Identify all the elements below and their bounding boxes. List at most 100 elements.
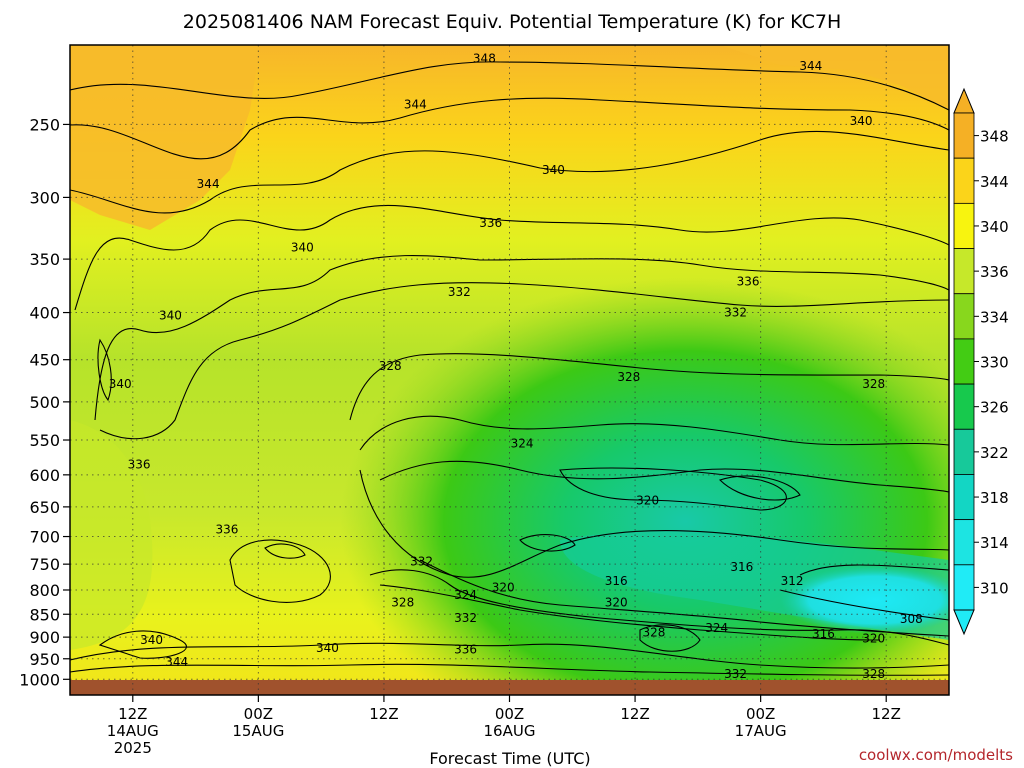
y-tick-label: 500 [29, 393, 60, 412]
x-tick-label: 12Z [369, 705, 398, 723]
y-tick-label: 750 [29, 555, 60, 574]
contour-label: 344 [799, 59, 822, 73]
contour-label: 332 [448, 285, 471, 299]
contour-label: 328 [862, 667, 885, 681]
contour-label: 336 [479, 216, 502, 230]
y-tick-label: 700 [29, 528, 60, 547]
y-tick-label: 650 [29, 498, 60, 517]
warm-top-right-region [720, 45, 949, 110]
contour-label: 332 [410, 554, 433, 568]
colorbar-label: 330 [980, 354, 1009, 372]
contour-label: 324 [511, 437, 534, 451]
contour-label: 340 [140, 633, 163, 647]
credit-text: coolwx.com/modelts [859, 746, 1013, 764]
colorbar-label: 318 [980, 489, 1009, 507]
y-tick-label: 350 [29, 250, 60, 269]
contour-label: 340 [542, 163, 565, 177]
contour-label: 320 [605, 595, 628, 609]
colorbar-swatch [953, 383, 975, 430]
warm-top-left-region [70, 45, 260, 230]
contour-label: 340 [850, 114, 873, 128]
colorbar-label: 326 [980, 399, 1009, 417]
contour-label: 332 [724, 667, 747, 681]
colorbar-label: 314 [980, 534, 1009, 552]
y-tick-label: 800 [29, 581, 60, 600]
y-tick-label: 900 [29, 628, 60, 647]
y-tick-label: 550 [29, 431, 60, 450]
contour-label: 336 [454, 642, 477, 656]
contour-label: 344 [404, 98, 427, 112]
colorbar-swatch [953, 428, 975, 475]
contour-label: 320 [636, 494, 659, 508]
contour-label: 328 [642, 626, 665, 640]
contour-labels: 3483443443443403403403403403363363323323… [109, 51, 923, 681]
contour-label: 324 [454, 588, 477, 602]
colorbar-label: 322 [980, 444, 1009, 462]
y-tick-label: 450 [29, 351, 60, 370]
colorbar-label: 310 [980, 579, 1009, 597]
x-axis-label: Forecast Time (UTC) [429, 749, 590, 768]
y-tick-label: 1000 [19, 670, 60, 689]
x-tick-label: 14AUG [107, 722, 159, 740]
contour-label: 328 [862, 377, 885, 391]
colorbar-label: 334 [980, 308, 1009, 326]
colorbar-swatch [953, 338, 975, 385]
contour-label: 336 [128, 458, 151, 472]
y-tick-label: 950 [29, 650, 60, 669]
contour-label: 340 [109, 377, 132, 391]
colorbar-swatch [953, 293, 975, 340]
contour-label: 328 [379, 359, 402, 373]
colorbar-swatch [953, 564, 975, 611]
y-tick-label: 300 [29, 188, 60, 207]
contour-label: 328 [391, 595, 414, 609]
contour-label: 340 [159, 309, 182, 323]
contour-label: 312 [781, 574, 804, 588]
x-tick-label: 00Z [495, 705, 524, 723]
contour-label: 324 [705, 621, 728, 635]
contour-label: 336 [216, 523, 239, 537]
colorbar-swatch [953, 202, 975, 249]
contour-label: 336 [737, 274, 760, 288]
colorbar-label: 344 [980, 173, 1009, 191]
contour-label: 332 [724, 306, 747, 320]
contour-label: 344 [165, 655, 188, 669]
y-tick-label: 850 [29, 605, 60, 624]
colorbar-swatch [953, 519, 975, 566]
contour-label: 308 [900, 612, 923, 626]
x-tick-label: 12Z [620, 705, 649, 723]
x-tick-label: 17AUG [735, 722, 787, 740]
x-tick-label: 2025 [114, 739, 152, 757]
x-tick-label: 00Z [746, 705, 775, 723]
colorbar-top-arrow [953, 87, 975, 114]
colorbar-swatch [953, 112, 975, 159]
left-column-green [70, 420, 153, 650]
x-tick-label: 15AUG [232, 722, 284, 740]
contour-label: 328 [617, 370, 640, 384]
colorbar-swatch [953, 157, 975, 204]
contour-label: 320 [492, 580, 515, 594]
contour-label: 316 [730, 560, 753, 574]
colorbar-label: 348 [980, 128, 1009, 146]
y-axis: 250 300 350 400 450 500 550 600 650 700 750 800 850 9… [19, 115, 70, 689]
y-tick-label: 400 [29, 304, 60, 323]
plot-area: 3483443443443403403403403403363363323323… [70, 45, 949, 695]
y-tick-label: 250 [29, 115, 60, 134]
grid-lines [70, 45, 949, 695]
colorbar: 348 344 340 336 334 330 326 322 318 314 310 [953, 87, 1009, 636]
contour-lines [70, 61, 949, 676]
contour-label: 340 [291, 241, 314, 255]
colorbar-label: 336 [980, 263, 1009, 281]
contour-label: 332 [454, 611, 477, 625]
colorbar-bottom-arrow [953, 609, 975, 636]
x-tick-label: 12Z [872, 705, 901, 723]
contour-label: 316 [605, 574, 628, 588]
colorbar-label: 340 [980, 218, 1009, 236]
contour-label: 320 [862, 631, 885, 645]
contour-label: 316 [812, 627, 835, 641]
colorbar-swatch [953, 248, 975, 295]
x-tick-label: 16AUG [484, 722, 536, 740]
x-tick-label: 00Z [244, 705, 273, 723]
x-tick-label: 12Z [118, 705, 147, 723]
